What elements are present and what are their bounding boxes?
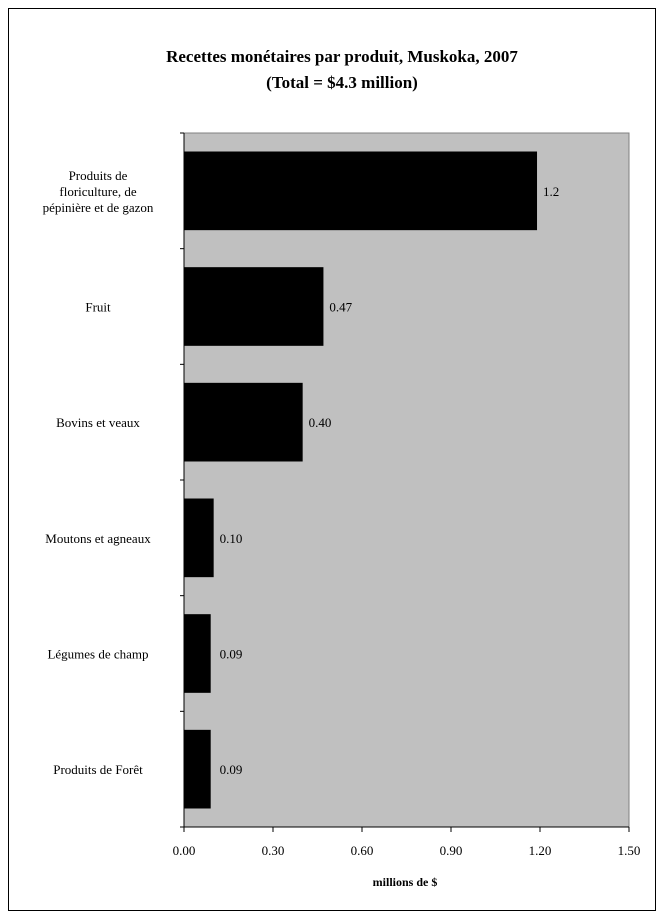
ticks-layer: 0.00 0.30 0.60 0.90 1.20 1.50 bbox=[173, 132, 641, 858]
x-tick-label: 0.60 bbox=[351, 843, 374, 858]
data-label: 0.09 bbox=[220, 647, 243, 662]
category-label: Produits de Forêt bbox=[53, 762, 143, 777]
x-tick-label: 0.00 bbox=[173, 843, 196, 858]
data-label: 0.40 bbox=[309, 415, 332, 430]
bar bbox=[184, 498, 214, 578]
category-label: Fruit bbox=[85, 300, 111, 315]
chart-title: Recettes monétaires par produit, Muskoka… bbox=[166, 47, 518, 66]
category-label-line: floriculture, de bbox=[59, 184, 136, 199]
category-label-line: Légumes de champ bbox=[47, 647, 148, 662]
data-label: 0.47 bbox=[329, 300, 352, 315]
x-tick-label: 1.50 bbox=[618, 843, 641, 858]
x-tick-label: 0.30 bbox=[262, 843, 285, 858]
bar bbox=[184, 382, 303, 462]
category-label: Légumes de champ bbox=[47, 647, 148, 662]
bar bbox=[184, 151, 538, 231]
category-label-line: Fruit bbox=[85, 300, 111, 315]
category-label-line: Produits de bbox=[69, 168, 128, 183]
category-label: Moutons et agneaux bbox=[45, 531, 151, 546]
category-label-line: Bovins et veaux bbox=[56, 415, 140, 430]
category-label: Bovins et veaux bbox=[56, 415, 140, 430]
plot-area bbox=[183, 132, 630, 828]
bars-layer: Produits de floriculture, de pépinière et … bbox=[43, 151, 559, 809]
category-label-line: Moutons et agneaux bbox=[45, 531, 151, 546]
category-label-line: pépinière et de gazon bbox=[43, 200, 154, 215]
category-label-line: Produits de Forêt bbox=[53, 762, 143, 777]
bar bbox=[184, 729, 211, 809]
category-label: Produits de floriculture, de pépinière et … bbox=[43, 168, 154, 215]
x-tick-label: 0.90 bbox=[440, 843, 463, 858]
bar bbox=[184, 614, 211, 693]
chart-subtitle: (Total = $4.3 million) bbox=[266, 73, 418, 92]
bar bbox=[184, 267, 324, 346]
x-axis-title: millions de $ bbox=[373, 875, 438, 889]
data-label: 0.10 bbox=[220, 531, 243, 546]
x-tick-label: 1.20 bbox=[529, 843, 552, 858]
data-label: 1.2 bbox=[543, 184, 559, 199]
data-label: 0.09 bbox=[220, 762, 243, 777]
